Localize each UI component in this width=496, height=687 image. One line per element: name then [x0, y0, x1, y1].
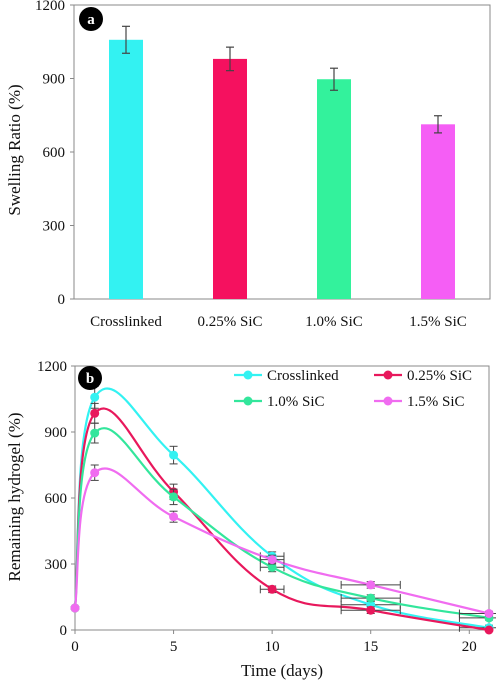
series-2-point: [90, 408, 100, 418]
y-tick-label: 300: [45, 557, 68, 573]
y-tick-label: 1200: [35, 0, 65, 14]
series-2-line: [73, 407, 490, 632]
bar-2: [213, 58, 247, 300]
y-tick-label: 900: [43, 72, 66, 88]
bar-3: [317, 79, 351, 299]
panel-a-ticks: Crosslinked 0.25% SiC 1.0% SiC 1.5% SiC 0 300…: [35, 0, 467, 330]
legend-entry: 0.25% SiC: [407, 368, 472, 384]
series-4-point: [484, 609, 494, 618]
y-tick-label: 300: [43, 219, 66, 235]
bar-4: [421, 124, 455, 299]
series-2-point: [267, 584, 277, 594]
series-4-point: [90, 468, 100, 478]
panel-a-bars: [109, 25, 455, 300]
panel-b-xlabel: Time (days): [241, 661, 323, 680]
x-tick-label: 1.5% SiC: [409, 314, 467, 330]
x-tick-label: 0: [71, 639, 79, 655]
x-tick-label: Crosslinked: [90, 314, 162, 330]
y-tick-label: 600: [45, 491, 68, 507]
legend-swatch-marker: [383, 370, 393, 380]
x-tick-label: 10: [265, 639, 280, 655]
series-4-point: [169, 512, 179, 522]
series-3-point: [267, 562, 277, 572]
legend-swatch-marker: [383, 396, 393, 406]
series-2-point: [484, 625, 494, 635]
legend-swatch-marker: [243, 396, 253, 406]
series-3-point: [366, 593, 376, 603]
y-tick-label: 0: [58, 292, 66, 308]
y-tick-label: 1200: [37, 359, 67, 375]
legend-entry: Crosslinked: [267, 368, 339, 384]
panel-b-label-badge: [78, 366, 102, 390]
series-4-point: [267, 555, 277, 565]
panel-b-series: [70, 385, 496, 635]
legend-swatch-marker: [243, 370, 253, 380]
x-tick-label: 20: [462, 639, 477, 655]
series-1-point: [169, 450, 179, 460]
series-3-point: [90, 428, 100, 438]
legend-entry: 1.5% SiC: [407, 394, 465, 410]
series-4-point: [366, 580, 376, 590]
x-tick-label: 5: [170, 639, 178, 655]
series-1-line: [73, 387, 490, 629]
panel-a-label-badge: [79, 7, 103, 31]
panel-b-legend: Crosslinked 0.25% SiC 1.0% SiC 1.5% SiC: [234, 368, 472, 410]
legend-entry: 1.0% SiC: [267, 394, 325, 410]
series-3-point: [169, 492, 179, 502]
panel-b-ticks: 0 5 10 15 20 0 300 600 900 1200: [37, 359, 477, 655]
panel-b-ylabel: Remaining hydrogel (%): [5, 412, 24, 581]
series-2-point: [366, 605, 376, 615]
x-tick-label: 15: [363, 639, 378, 655]
y-tick-label: 0: [60, 623, 68, 639]
panel-a-ylabel: Swelling Ratio (%): [5, 84, 24, 215]
series-4-line: [73, 467, 490, 615]
x-tick-label: 1.0% SiC: [305, 314, 363, 330]
y-tick-label: 600: [43, 145, 66, 161]
panel-b-label: b: [86, 371, 94, 387]
series-1-point: [90, 392, 100, 402]
panel-a-label: a: [87, 12, 95, 28]
panel-a-bar-chart: Crosslinked 0.25% SiC 1.0% SiC 1.5% SiC 0 300…: [5, 0, 491, 330]
x-tick-label: 0.25% SiC: [197, 314, 262, 330]
series-4-point: [70, 603, 80, 613]
panel-b-line-chart: 0 5 10 15 20 0 300 600 900 1200 Time (days) Remai…: [5, 359, 496, 680]
y-tick-label: 900: [45, 425, 68, 441]
bar-1: [109, 39, 143, 299]
